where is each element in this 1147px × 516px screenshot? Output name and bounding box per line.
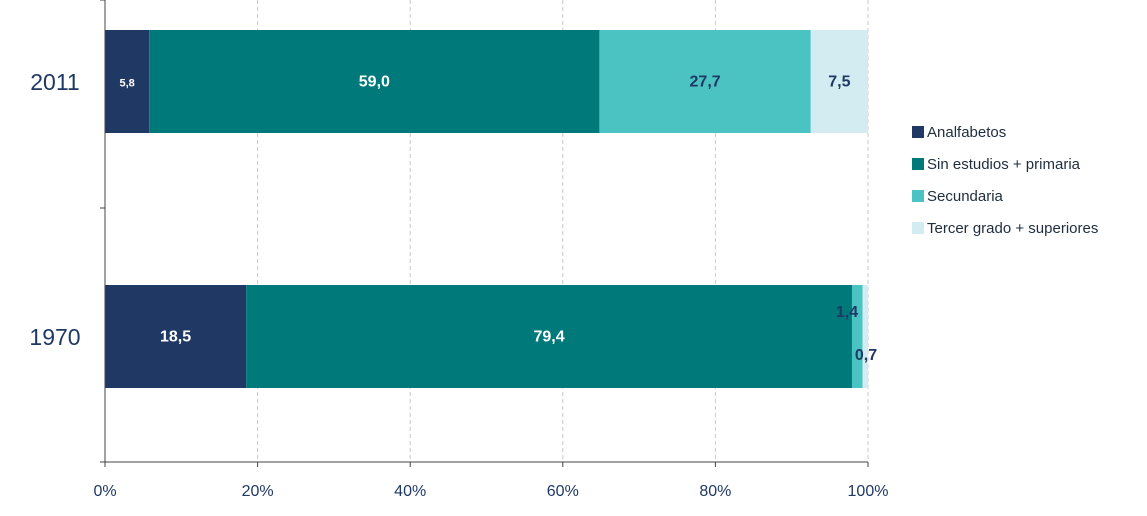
category-label-1970: 1970 — [29, 324, 80, 350]
legend-swatch-sin-estudios-primaria — [912, 158, 924, 170]
legend-swatch-analfabetos — [912, 126, 924, 138]
x-tick-label: 80% — [699, 483, 731, 500]
data-label: 79,4 — [533, 329, 564, 346]
data-label: 18,5 — [160, 329, 191, 346]
legend-label-tercer-grado: Tercer grado + superiores — [927, 219, 1099, 237]
x-tick-label: 20% — [242, 483, 274, 500]
legend-label-secundaria: Secundaria — [927, 187, 1003, 205]
bar-segment-1970-2 — [246, 285, 852, 388]
bar-segment-2011-3 — [599, 30, 811, 133]
bar-segment-2011-2 — [149, 30, 600, 133]
legend-swatch-secundaria — [912, 190, 924, 202]
legend-item-secundaria: Secundaria — [912, 180, 1098, 212]
legend-swatch-tercer-grado — [912, 222, 924, 234]
data-label: 59,0 — [359, 74, 390, 91]
data-label: 1,4 — [836, 304, 858, 321]
legend-item-sin-estudios-primaria: Sin estudios + primaria — [912, 148, 1098, 180]
data-label: 7,5 — [828, 74, 850, 91]
bar-segment-2011-1 — [105, 30, 150, 133]
legend-item-analfabetos: Analfabetos — [912, 116, 1098, 148]
bar-segment-1970-1 — [105, 285, 247, 388]
x-tick-label: 100% — [848, 483, 889, 500]
x-tick-label: 40% — [394, 483, 426, 500]
x-tick-label: 0% — [93, 483, 116, 500]
data-label: 27,7 — [690, 74, 721, 91]
legend-label-analfabetos: Analfabetos — [927, 123, 1007, 141]
x-tick-label: 60% — [547, 483, 579, 500]
legend-item-tercer-grado: Tercer grado + superiores — [912, 212, 1098, 244]
legend-label-sin-estudios-primaria: Sin estudios + primaria — [927, 155, 1080, 173]
data-label: 0,7 — [855, 347, 877, 364]
bar-segment-2011-4 — [810, 30, 868, 133]
bar-segment-1970-3 — [851, 285, 863, 388]
bar-segment-1970-4 — [862, 285, 868, 388]
category-label-2011: 2011 — [30, 69, 79, 95]
legend: Analfabetos Sin estudios + primaria Secu… — [912, 116, 1098, 244]
data-label: 5,8 — [119, 78, 134, 90]
